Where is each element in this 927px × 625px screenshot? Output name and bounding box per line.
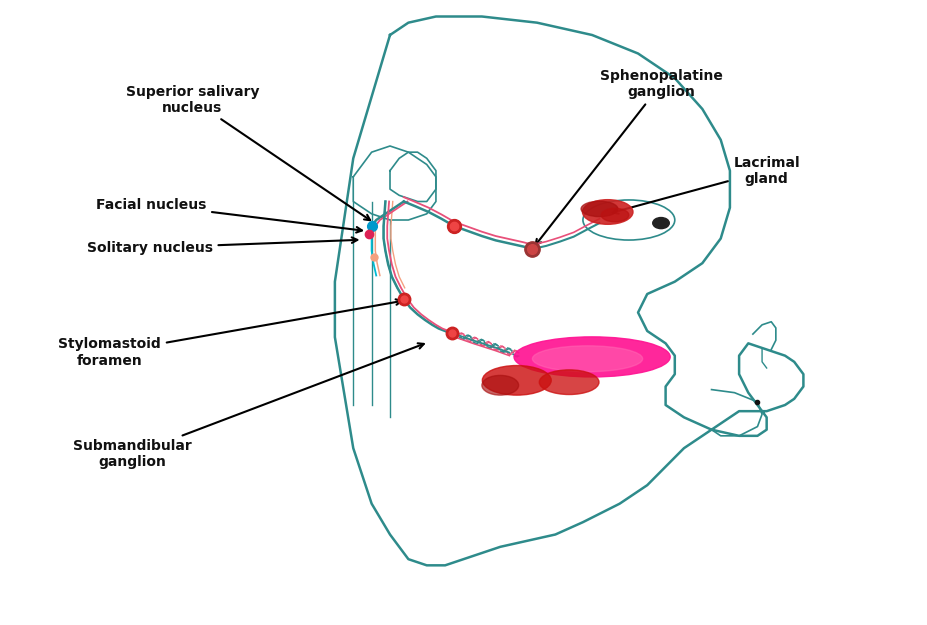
- Text: Facial nucleus: Facial nucleus: [96, 198, 362, 232]
- Ellipse shape: [532, 346, 642, 372]
- Text: Superior salivary
nucleus: Superior salivary nucleus: [126, 84, 370, 220]
- Text: Solitary nucleus: Solitary nucleus: [87, 238, 357, 255]
- Ellipse shape: [581, 201, 617, 217]
- Text: Lacrimal
gland: Lacrimal gland: [613, 156, 800, 214]
- Ellipse shape: [482, 376, 518, 395]
- Text: Submandibular
ganglion: Submandibular ganglion: [73, 343, 424, 469]
- Ellipse shape: [582, 199, 633, 224]
- Ellipse shape: [514, 337, 670, 377]
- Ellipse shape: [540, 370, 599, 394]
- Circle shape: [653, 217, 669, 229]
- Text: Sphenopalatine
ganglion: Sphenopalatine ganglion: [536, 69, 722, 245]
- Text: Stylomastoid
foramen: Stylomastoid foramen: [58, 299, 401, 368]
- Ellipse shape: [482, 366, 552, 395]
- Ellipse shape: [602, 208, 629, 222]
